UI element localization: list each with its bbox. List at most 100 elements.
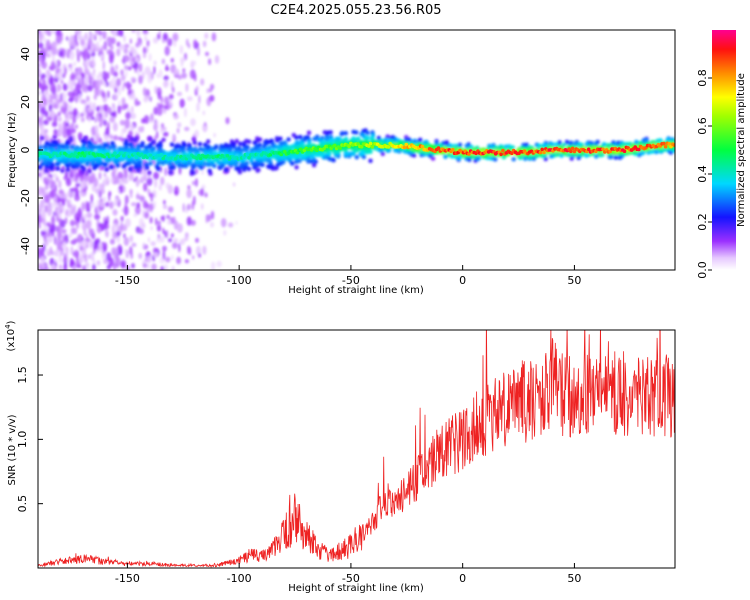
noise-dot: [233, 182, 236, 187]
noise-dot: [125, 111, 131, 120]
band-dot: [336, 154, 341, 159]
noise-dot: [52, 267, 58, 270]
band-dot: [42, 158, 48, 163]
noise-dot: [62, 83, 68, 92]
band-dot: [168, 161, 173, 166]
band-dot: [568, 140, 574, 145]
band-dot: [467, 157, 472, 162]
noise-dot: [200, 187, 204, 197]
band-dot: [270, 142, 276, 147]
band-dot: [83, 135, 88, 141]
band-dot: [361, 133, 366, 138]
noise-dot: [45, 47, 48, 56]
noise-dot: [112, 122, 118, 132]
noise-dot: [58, 130, 63, 135]
noise-dot: [80, 249, 85, 259]
noise-dot: [41, 208, 46, 219]
noise-dot: [109, 54, 114, 65]
noise-dot: [162, 80, 169, 89]
noise-dot: [124, 64, 129, 71]
noise-dot: [73, 251, 76, 257]
noise-dot: [97, 80, 101, 90]
noise-dot: [153, 65, 156, 75]
band-dot: [234, 147, 239, 152]
noise-dot: [96, 112, 100, 122]
band-dot: [156, 166, 161, 171]
noise-dot: [102, 71, 105, 80]
noise-dot: [158, 103, 164, 109]
band-dot: [553, 142, 559, 147]
noise-dot: [107, 40, 112, 46]
band-dot: [662, 147, 667, 152]
y-tick-label: -40: [19, 237, 32, 255]
noise-dot: [44, 230, 47, 235]
band-dot: [148, 142, 153, 148]
noise-dot: [51, 224, 56, 233]
noise-dot: [146, 177, 153, 186]
noise-dot: [103, 172, 107, 177]
band-dot: [319, 152, 324, 157]
band-dot: [68, 135, 74, 141]
noise-dot: [152, 37, 159, 44]
noise-dot: [179, 238, 186, 245]
noise-dot: [63, 175, 66, 181]
band-dot: [386, 148, 392, 153]
noise-dot: [160, 95, 163, 104]
band-dot: [365, 149, 370, 154]
noise-dot: [96, 260, 101, 266]
noise-dot: [210, 210, 215, 220]
noise-dot: [58, 202, 62, 208]
noise-dot: [38, 249, 42, 260]
noise-dot: [90, 57, 96, 68]
band-dot: [278, 141, 284, 146]
noise-dot: [38, 262, 43, 270]
ridge-point: [279, 152, 284, 157]
noise-dot: [115, 256, 121, 265]
band-dot: [354, 155, 359, 160]
band-dot: [342, 138, 348, 143]
noise-dot: [142, 46, 147, 55]
noise-dot: [142, 30, 149, 35]
noise-dot: [150, 241, 156, 247]
noise-dot: [38, 52, 42, 63]
snr-panel: -150 -100 -50 0 50 0.5 1.0 1.5 (x104) SNR (10 …: [4, 320, 676, 594]
band-dot: [306, 130, 312, 135]
noise-dot: [153, 106, 159, 115]
ridge-point: [132, 151, 137, 156]
noise-dot: [57, 208, 61, 219]
noise-dot: [56, 195, 60, 205]
noise-dot: [79, 50, 82, 57]
noise-dot: [228, 222, 234, 228]
band-dot: [60, 143, 65, 149]
band-dot: [444, 140, 449, 145]
band-dot: [672, 139, 675, 144]
noise-dot: [110, 111, 116, 117]
band-dot: [289, 155, 295, 160]
noise-dot: [163, 199, 166, 205]
band-dot: [186, 161, 191, 166]
noise-dot: [162, 214, 165, 223]
noise-dot: [98, 242, 101, 248]
ridge-point: [540, 147, 544, 152]
band-dot: [182, 142, 187, 148]
noise-dot: [58, 189, 64, 194]
band-dot: [293, 154, 298, 159]
noise-dot: [44, 30, 50, 36]
band-dot: [351, 129, 356, 135]
colorbar-gradient: [712, 30, 736, 270]
ridge-point: [510, 151, 514, 156]
band-dot: [552, 152, 558, 157]
ridge-point: [359, 144, 364, 149]
noise-dot: [186, 203, 191, 211]
noise-dot: [192, 255, 195, 260]
band-dot: [156, 150, 161, 155]
band-dot: [56, 161, 61, 166]
band-dot: [543, 156, 548, 162]
noise-dot: [57, 111, 61, 116]
band-dot: [148, 161, 153, 166]
x-tick-label: -100: [227, 274, 252, 287]
band-dot: [135, 147, 141, 152]
band-dot: [61, 158, 67, 163]
noise-dot: [182, 203, 185, 213]
